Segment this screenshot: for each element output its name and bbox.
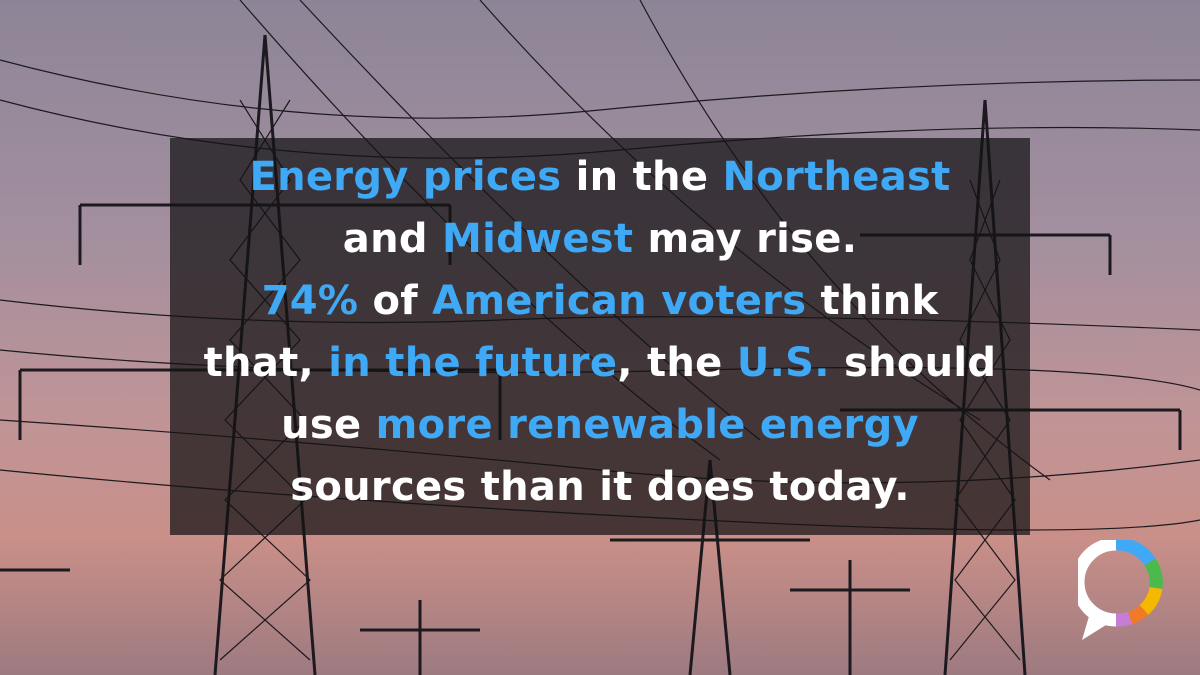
text-line: that, in the future, the U.S. should (170, 332, 1030, 394)
plain-text: sources than it does today. (290, 464, 910, 510)
plain-text: use (281, 402, 376, 448)
plain-text: should (829, 340, 997, 386)
plain-text: and (342, 216, 443, 262)
plain-text: in the (561, 154, 723, 200)
text-panel (170, 138, 1030, 535)
highlight-text: Midwest (442, 216, 634, 262)
text-line: use more renewable energy (170, 394, 1030, 456)
message: Energy prices in the Northeast and Midwes… (170, 146, 1030, 518)
highlight-text: more renewable energy (375, 402, 919, 448)
text-line: Energy prices in the Northeast (170, 146, 1030, 208)
plain-text: think (806, 278, 939, 324)
highlight-text: U.S. (736, 340, 830, 386)
highlight-text: Northeast (722, 154, 951, 200)
logo (1078, 540, 1163, 640)
plain-text: of (358, 278, 433, 324)
text-line: 74% of American voters think (170, 270, 1030, 332)
highlight-text: in the future (328, 340, 618, 386)
plain-text: , the (617, 340, 737, 386)
plain-text: that, (203, 340, 329, 386)
highlight-text: Energy prices (249, 154, 562, 200)
plain-text: may rise. (633, 216, 858, 262)
text-line: and Midwest may rise. (170, 208, 1030, 270)
text-line: sources than it does today. (170, 456, 1030, 518)
highlight-text: American voters (432, 278, 807, 324)
highlight-text: 74% (261, 278, 359, 324)
